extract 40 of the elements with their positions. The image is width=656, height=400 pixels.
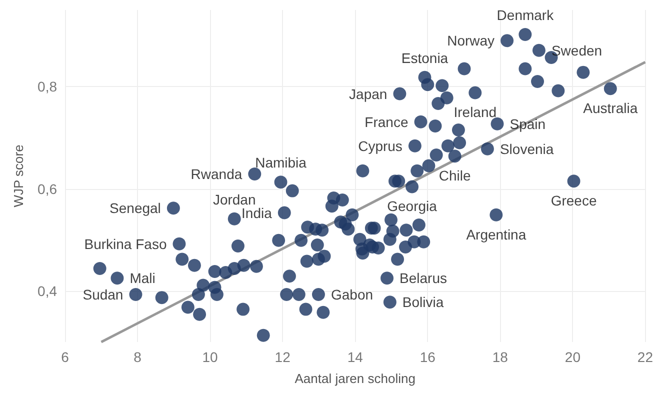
annotation: Norway — [447, 32, 495, 49]
annotation: Denmark — [496, 7, 555, 24]
annotation: Sweden — [551, 42, 602, 58]
annotation: Greece — [550, 192, 597, 209]
annotation: Spain — [510, 116, 546, 132]
annotation: Japan — [349, 86, 388, 102]
annotation: Namibia — [255, 154, 307, 171]
x-tick-label: 14 — [347, 349, 364, 365]
annotation: Mali — [130, 270, 156, 286]
annotation: Gabon — [330, 286, 374, 302]
x-tick-label: 6 — [61, 349, 70, 365]
x-tick-label: 10 — [202, 349, 218, 365]
annotation: France — [364, 114, 408, 130]
annotation: Bolivia — [402, 294, 444, 310]
y-tick-label: 0,4 — [38, 282, 58, 299]
annotation: Georgia — [387, 198, 438, 214]
annotation: Jordan — [212, 191, 256, 208]
annotation: Belarus — [400, 270, 447, 286]
annotation: Rwanda — [190, 166, 242, 182]
x-tick-label: 20 — [564, 349, 581, 365]
annotation: Senegal — [110, 200, 161, 216]
annotation: Cyprus — [358, 138, 402, 154]
x-axis-title: Aantal jaren scholing — [294, 371, 416, 386]
annotation: Chile — [438, 168, 471, 184]
annotation: Ireland — [454, 104, 497, 120]
annotation: Australia — [583, 100, 638, 116]
x-tick-label: 12 — [274, 349, 291, 365]
annotation: Sudan — [82, 286, 124, 302]
annotation: Estonia — [401, 50, 448, 66]
x-tick-label: 8 — [134, 349, 142, 365]
x-tick-label: 22 — [637, 349, 654, 365]
y-tick-label: 0,6 — [38, 180, 58, 197]
x-tick-label: 18 — [492, 349, 508, 365]
annotation: Argentina — [466, 226, 526, 242]
annotation: Slovenia — [500, 140, 554, 157]
x-tick-label: 16 — [420, 349, 436, 365]
y-tick-label: 0,8 — [38, 78, 58, 95]
y-axis-title: WJP score — [11, 144, 26, 208]
annotation: Burkina Faso — [84, 236, 167, 252]
annotation: India — [242, 204, 272, 221]
